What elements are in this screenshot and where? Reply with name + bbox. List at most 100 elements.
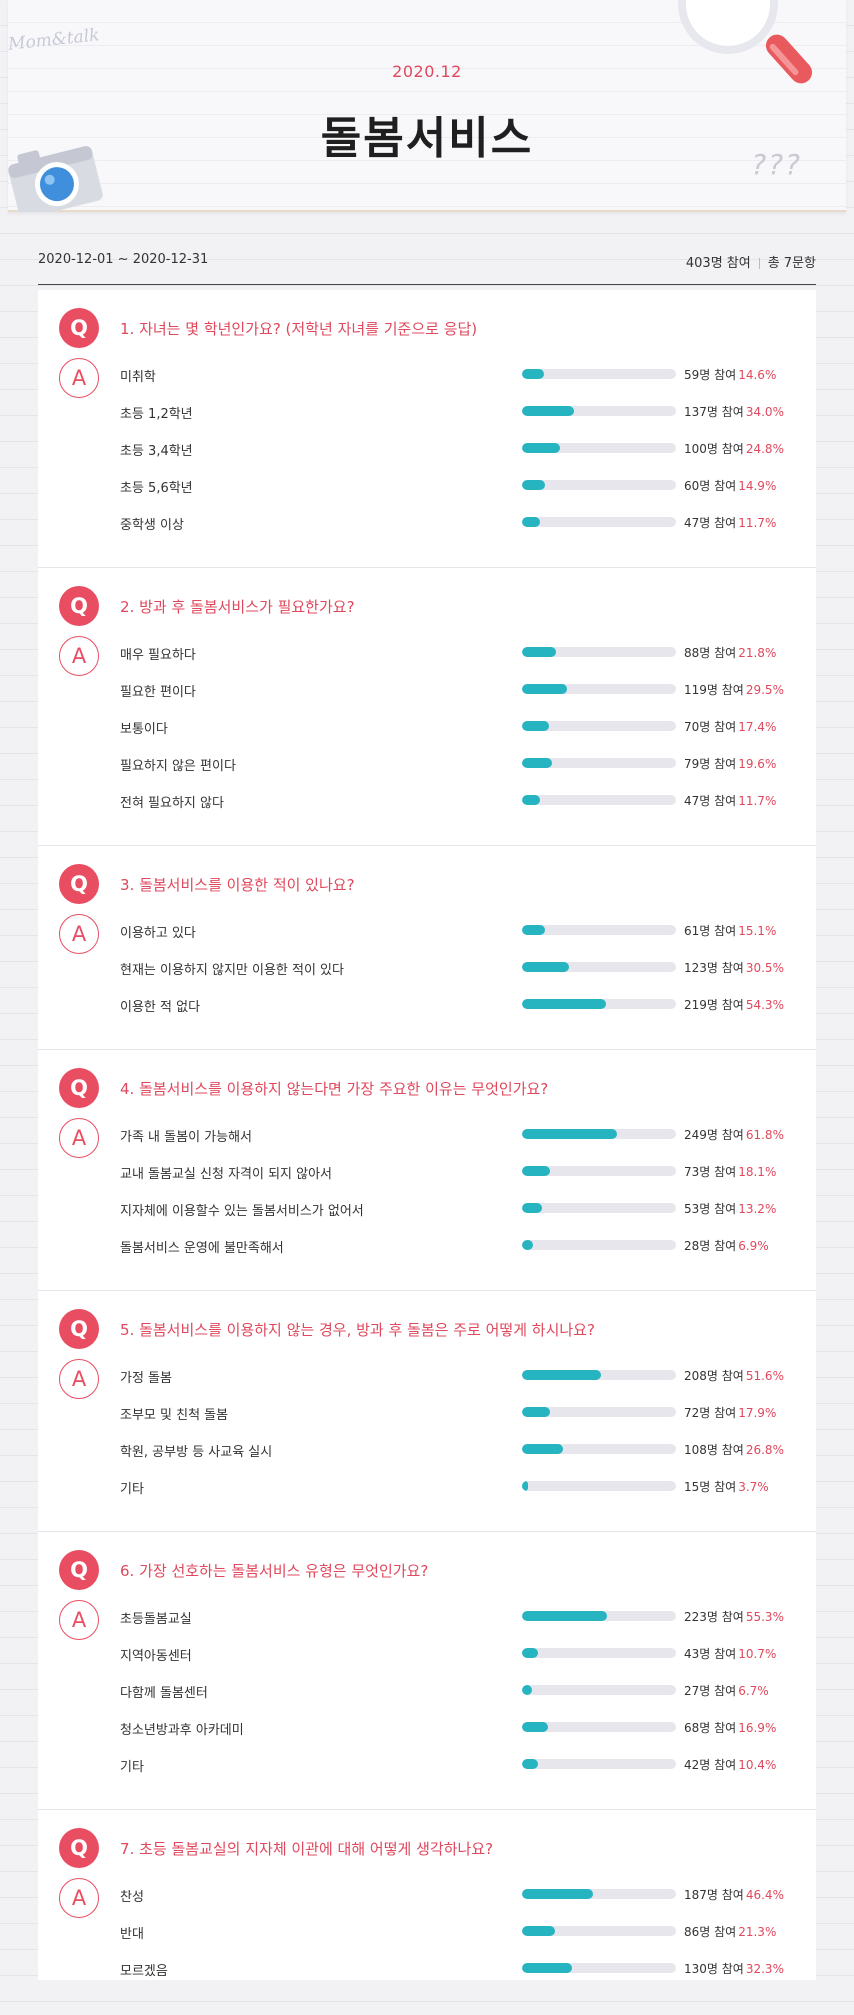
answer-count: 208명 참여 51.6% (684, 1367, 784, 1384)
answer-label: 반대 (120, 1927, 144, 1942)
answer-label: 조부모 및 친척 돌봄 (120, 1408, 229, 1423)
answer-label: 돌봄서비스 운영에 불만족해서 (120, 1241, 284, 1256)
answer-bar-track (522, 758, 676, 768)
answer-label: 매우 필요하다 (120, 648, 196, 663)
question-block: Q 1. 자녀는 몇 학년인가요? (저학년 자녀를 기준으로 응답) A 미취학 59… (38, 290, 816, 568)
answer-bar-track (522, 925, 676, 935)
answer-percent: 6.7% (738, 1684, 769, 1698)
answer-percent: 16.9% (738, 1721, 777, 1735)
answer-participants: 60명 참여 (684, 479, 737, 493)
answer-bar-fill (522, 1685, 533, 1695)
question-block: Q 3. 돌봄서비스를 이용한 적이 있나요? A 이용하고 있다 61명 참여 15.1… (38, 846, 816, 1050)
answer-percent: 17.4% (738, 720, 777, 734)
question-badge: Q (59, 1309, 99, 1349)
answer-row: 청소년방과후 아카데미 68명 참여 16.9% (38, 1719, 816, 1756)
answer-bar-fill (522, 480, 545, 490)
answer-bar-fill (522, 517, 541, 527)
answer-participants: 59명 참여 (684, 368, 737, 382)
answer-row: 미취학 59명 참여 14.6% (38, 366, 816, 403)
answer-percent: 24.8% (745, 442, 784, 456)
answer-participants: 108명 참여 (684, 1443, 744, 1457)
answer-bar-track (522, 517, 676, 527)
answer-percent: 34.0% (745, 405, 784, 419)
answer-bar-fill (522, 1166, 550, 1176)
answer-label: 지자체에 이용할수 있는 돌봄서비스가 없어서 (120, 1204, 364, 1219)
answer-count: 108명 참여 26.8% (684, 1441, 784, 1458)
answer-participants: 42명 참여 (684, 1758, 737, 1772)
answer-row: 다함께 돌봄센터 27명 참여 6.7% (38, 1682, 816, 1719)
survey-period: 2020-12-01 ~ 2020-12-31 (38, 252, 209, 267)
answer-count: 119명 참여 29.5% (684, 681, 784, 698)
answer-count: 42명 참여 10.4% (684, 1756, 776, 1773)
answer-row: 기타 42명 참여 10.4% (38, 1756, 816, 1793)
answer-participants: 223명 참여 (684, 1610, 744, 1624)
answer-percent: 11.7% (738, 794, 777, 808)
answer-percent: 29.5% (745, 683, 784, 697)
question-text: 5. 돌봄서비스를 이용하지 않는 경우, 방과 후 돌봄은 주로 어떻게 하시… (120, 1321, 595, 1339)
answer-label: 찬성 (120, 1890, 144, 1905)
answer-percent: 51.6% (745, 1369, 784, 1383)
answer-count: 88명 참여 21.8% (684, 644, 776, 661)
answer-row: 초등 5,6학년 60명 참여 14.9% (38, 477, 816, 514)
answer-bar-track (522, 1370, 676, 1380)
answer-list: A 찬성 187명 참여 46.4% 반대 86명 참여 21.3% 모르겠음 130명 참여 3… (38, 1878, 816, 1997)
answer-label: 교내 돌봄교실 신청 자격이 되지 않아서 (120, 1167, 333, 1182)
answer-count: 60명 참여 14.9% (684, 477, 776, 494)
answer-count: 70명 참여 17.4% (684, 718, 776, 735)
answer-label: 전혀 필요하지 않다 (120, 796, 224, 811)
answer-bar-track (522, 647, 676, 657)
answer-label: 미취학 (120, 370, 156, 385)
answer-percent: 55.3% (745, 1610, 784, 1624)
answer-row: 학원, 공부방 등 사교육 실시 108명 참여 26.8% (38, 1441, 816, 1478)
answer-participants: 100명 참여 (684, 442, 744, 456)
answer-bar-fill (522, 1963, 572, 1973)
answer-bar-fill (522, 758, 553, 768)
answer-row: 초등 3,4학년 100명 참여 24.8% (38, 440, 816, 477)
answer-percent: 61.8% (745, 1128, 784, 1142)
answer-bar-fill (522, 1648, 539, 1658)
answer-percent: 17.9% (738, 1406, 777, 1420)
page-title: 돌봄서비스 (320, 113, 534, 164)
answer-label: 중학생 이상 (120, 518, 184, 533)
answer-row: 지자체에 이용할수 있는 돌봄서비스가 없어서 53명 참여 13.2% (38, 1200, 816, 1237)
answer-row: 매우 필요하다 88명 참여 21.8% (38, 644, 816, 681)
answer-badge: A (59, 1878, 99, 1918)
answer-count: 53명 참여 13.2% (684, 1200, 776, 1217)
survey-results-card: Q 1. 자녀는 몇 학년인가요? (저학년 자녀를 기준으로 응답) A 미취학 59… (38, 290, 816, 1980)
answer-badge: A (59, 358, 99, 398)
answer-count: 223명 참여 55.3% (684, 1608, 784, 1625)
answer-bar-fill (522, 721, 549, 731)
answer-row: 가정 돌봄 208명 참여 51.6% (38, 1367, 816, 1404)
answer-participants: 73명 참여 (684, 1165, 737, 1179)
answer-percent: 46.4% (745, 1888, 784, 1902)
survey-month: 2020.12 (392, 62, 462, 81)
answer-bar-track (522, 443, 676, 453)
answer-label: 초등돌봄교실 (120, 1612, 192, 1627)
answer-label: 가정 돌봄 (120, 1371, 172, 1386)
answer-bar-fill (522, 1203, 543, 1213)
answer-list: A 이용하고 있다 61명 참여 15.1% 현재는 이용하지 않지만 이용한 적이 있… (38, 914, 816, 1033)
answer-count: 61명 참여 15.1% (684, 922, 776, 939)
answer-bar-track (522, 1685, 676, 1695)
answer-percent: 15.1% (738, 924, 777, 938)
answer-count: 43명 참여 10.7% (684, 1645, 776, 1662)
question-count: 총 7문항 (767, 256, 816, 271)
answer-bar-track (522, 480, 676, 490)
answer-participants: 47명 참여 (684, 516, 737, 530)
answer-row: 필요한 편이다 119명 참여 29.5% (38, 681, 816, 718)
answer-bar-fill (522, 1926, 555, 1936)
answer-row: 중학생 이상 47명 참여 11.7% (38, 514, 816, 551)
answer-bar-track (522, 1722, 676, 1732)
answer-label: 초등 1,2학년 (120, 407, 193, 422)
question-badge: Q (59, 1068, 99, 1108)
question-text: 4. 돌봄서비스를 이용하지 않는다면 가장 주요한 이유는 무엇인가요? (120, 1080, 549, 1098)
answer-bar-track (522, 999, 676, 1009)
answer-row: 가족 내 돌봄이 가능해서 249명 참여 61.8% (38, 1126, 816, 1163)
question-block: Q 6. 가장 선호하는 돌봄서비스 유형은 무엇인가요? A 초등돌봄교실 223명 … (38, 1532, 816, 1810)
answer-participants: 15명 참여 (684, 1480, 737, 1494)
answer-percent: 21.3% (738, 1925, 777, 1939)
answer-percent: 3.7% (738, 1480, 769, 1494)
question-header: Q 2. 방과 후 돌봄서비스가 필요한가요? (38, 586, 816, 626)
answer-row: 모르겠음 130명 참여 32.3% (38, 1960, 816, 1997)
answer-participants: 219명 참여 (684, 998, 744, 1012)
